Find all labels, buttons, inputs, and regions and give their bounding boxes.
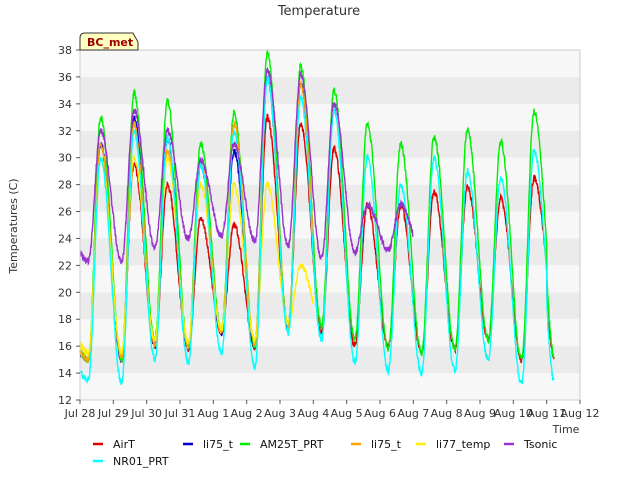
- series-line-nr01-prt: [79, 76, 555, 386]
- legend-label: AirT: [113, 438, 135, 451]
- x-tick-label: Aug 7: [397, 407, 429, 420]
- y-tick-label: 20: [58, 286, 72, 299]
- x-tick-label: Aug 4: [297, 407, 329, 420]
- grid-band: [80, 76, 580, 104]
- x-tick-label: Aug 11: [527, 407, 566, 420]
- y-tick-label: 14: [58, 367, 72, 380]
- grid-band: [80, 265, 580, 293]
- grid-band: [80, 50, 580, 77]
- grid-band: [80, 373, 580, 400]
- legend-label: AM25T_PRT: [260, 438, 324, 451]
- grid-band: [80, 103, 580, 131]
- y-tick-label: 38: [58, 44, 72, 57]
- x-tick-label: Aug 5: [331, 407, 363, 420]
- chart-title: Temperature: [277, 4, 360, 19]
- y-tick-label: 26: [58, 206, 72, 219]
- y-tick-label: 22: [58, 259, 72, 272]
- x-tick-label: Jul 31: [164, 407, 196, 420]
- x-axis-label: Time: [552, 423, 580, 436]
- y-tick-label: 34: [58, 98, 72, 111]
- y-tick-label: 30: [58, 152, 72, 165]
- x-tick-label: Aug 9: [464, 407, 496, 420]
- series-lines: [79, 50, 555, 386]
- grid-band: [80, 319, 580, 347]
- y-tick-label: 12: [58, 394, 72, 407]
- x-tick-label: Jul 28: [64, 407, 96, 420]
- x-tick-label: Jul 30: [130, 407, 162, 420]
- x-tick-label: Aug 8: [431, 407, 463, 420]
- station-annotation: BC_met: [79, 32, 139, 51]
- legend-label: Tsonic: [523, 438, 557, 451]
- x-tick-label: Aug 6: [364, 407, 396, 420]
- annotation-text: BC_met: [87, 36, 133, 49]
- legend-label: li77_temp: [436, 438, 490, 451]
- grid-band: [80, 292, 580, 320]
- x-tick-label: Aug 3: [264, 407, 296, 420]
- annotation-box: [79, 32, 139, 51]
- legend-label: li75_t: [371, 438, 402, 451]
- y-tick-label: 36: [58, 71, 72, 84]
- legend-label: li75_t: [203, 438, 234, 451]
- x-tick-label: Aug 1: [197, 407, 229, 420]
- x-tick-label: Aug 10: [494, 407, 533, 420]
- series-line-tsonic: [79, 66, 414, 267]
- x-tick-label: Aug 2: [231, 407, 263, 420]
- legend-label: NR01_PRT: [113, 455, 169, 468]
- legend: AirT li75_t AM25T_PRT li75_t li77_temp Tsonic…: [93, 438, 557, 468]
- y-tick-label: 28: [58, 179, 72, 192]
- y-tick-label: 18: [58, 313, 72, 326]
- grid-band: [80, 346, 580, 374]
- y-axis-ticks: 12 14 16 18 20 22 24 26 28 30 32 34 36 38: [58, 44, 80, 407]
- x-tick-label: Aug 12: [561, 407, 600, 420]
- x-tick-label: Jul 29: [97, 407, 129, 420]
- y-tick-label: 32: [58, 125, 72, 138]
- grid-band: [80, 238, 580, 266]
- y-axis-label: Temperatures (C): [7, 178, 20, 274]
- y-tick-label: 24: [58, 232, 72, 245]
- y-tick-label: 16: [58, 340, 72, 353]
- plot-frame: [79, 49, 581, 401]
